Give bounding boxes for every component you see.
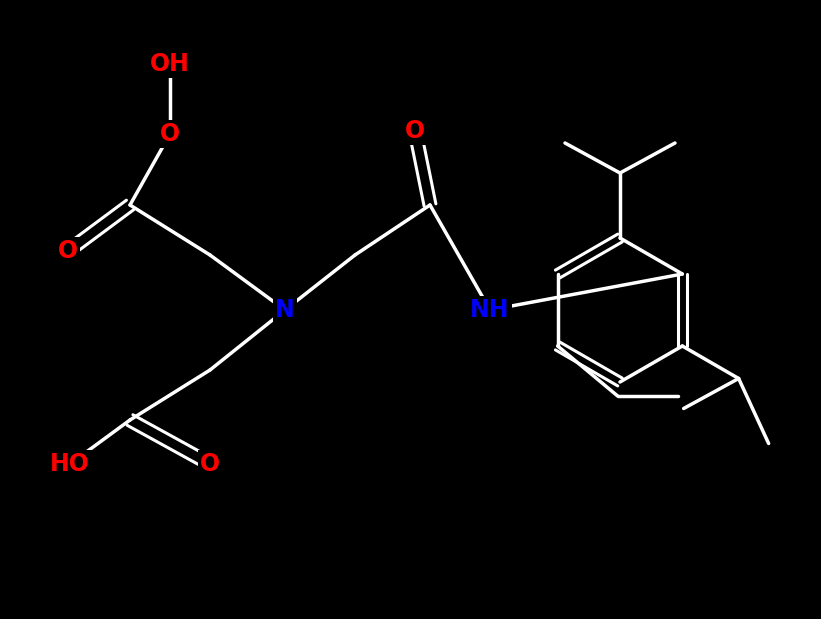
Text: O: O xyxy=(160,122,180,146)
Text: OH: OH xyxy=(150,52,190,76)
Text: HO: HO xyxy=(50,452,90,476)
Text: N: N xyxy=(275,298,295,322)
Text: NH: NH xyxy=(470,298,510,322)
Text: O: O xyxy=(58,239,78,263)
Text: O: O xyxy=(200,452,220,476)
Text: O: O xyxy=(405,119,425,143)
